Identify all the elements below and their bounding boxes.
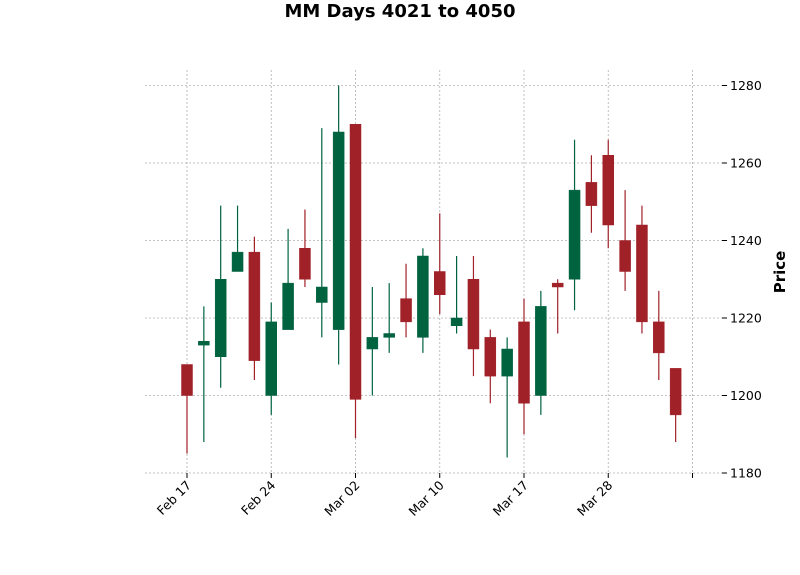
candle-body-up xyxy=(316,286,328,303)
y-tick-label: 1220 xyxy=(730,311,762,326)
candle-body-up xyxy=(231,251,244,272)
y-tick-label: 1260 xyxy=(730,156,762,171)
candle-body-up xyxy=(366,337,379,350)
y-tick-label: 1200 xyxy=(730,388,762,403)
grid xyxy=(145,70,722,474)
x-tick-label: Mar 17 xyxy=(490,478,531,519)
y-tick-label: 1180 xyxy=(730,466,762,481)
candle-body-down xyxy=(181,364,193,396)
candle-body-down xyxy=(518,321,530,404)
candle-body-up xyxy=(332,131,345,330)
candle-body-down xyxy=(299,248,311,280)
axes: 1180 1200 1220 1240 1260 1280 Feb 17 Feb 24 Mar … xyxy=(154,78,762,519)
candle-body-down xyxy=(585,182,598,206)
candle-body-up xyxy=(450,317,463,326)
candle-body-up xyxy=(265,321,277,396)
candle-body-up xyxy=(282,282,294,330)
candle-body-up xyxy=(383,333,395,338)
candle-body-down xyxy=(636,224,648,323)
candle-body-down xyxy=(484,337,497,377)
x-tick-label: Mar 28 xyxy=(574,477,615,518)
x-tick-label: Feb 24 xyxy=(238,477,278,517)
candle-body-up xyxy=(417,255,429,338)
candle-body-down xyxy=(653,321,665,354)
candle-body-down xyxy=(551,282,564,288)
candle-body-up xyxy=(214,279,227,357)
x-tick-label: Mar 10 xyxy=(406,477,447,518)
y-tick-label: 1240 xyxy=(730,233,762,248)
candle-body-down xyxy=(619,240,631,272)
chart-title: MM Days 4021 to 4050 xyxy=(284,1,515,22)
candle-body-down xyxy=(467,279,480,350)
x-tick-label: Mar 02 xyxy=(321,478,362,519)
candle-body-down xyxy=(602,155,614,226)
candle-body-down xyxy=(349,124,362,400)
candle-body-down xyxy=(400,298,412,323)
x-tick-label: Feb 17 xyxy=(154,478,194,518)
candle-body-up xyxy=(501,348,513,377)
candles xyxy=(181,85,682,458)
candle-body-down xyxy=(669,368,682,416)
candle-body-up xyxy=(568,189,581,280)
candle-body-up xyxy=(198,341,210,346)
candle-body-down xyxy=(434,271,446,295)
y-tick-label: 1280 xyxy=(730,78,762,93)
candle-body-down xyxy=(248,251,261,361)
candle-body-up xyxy=(535,306,547,396)
y-axis-label: Price xyxy=(771,251,789,294)
